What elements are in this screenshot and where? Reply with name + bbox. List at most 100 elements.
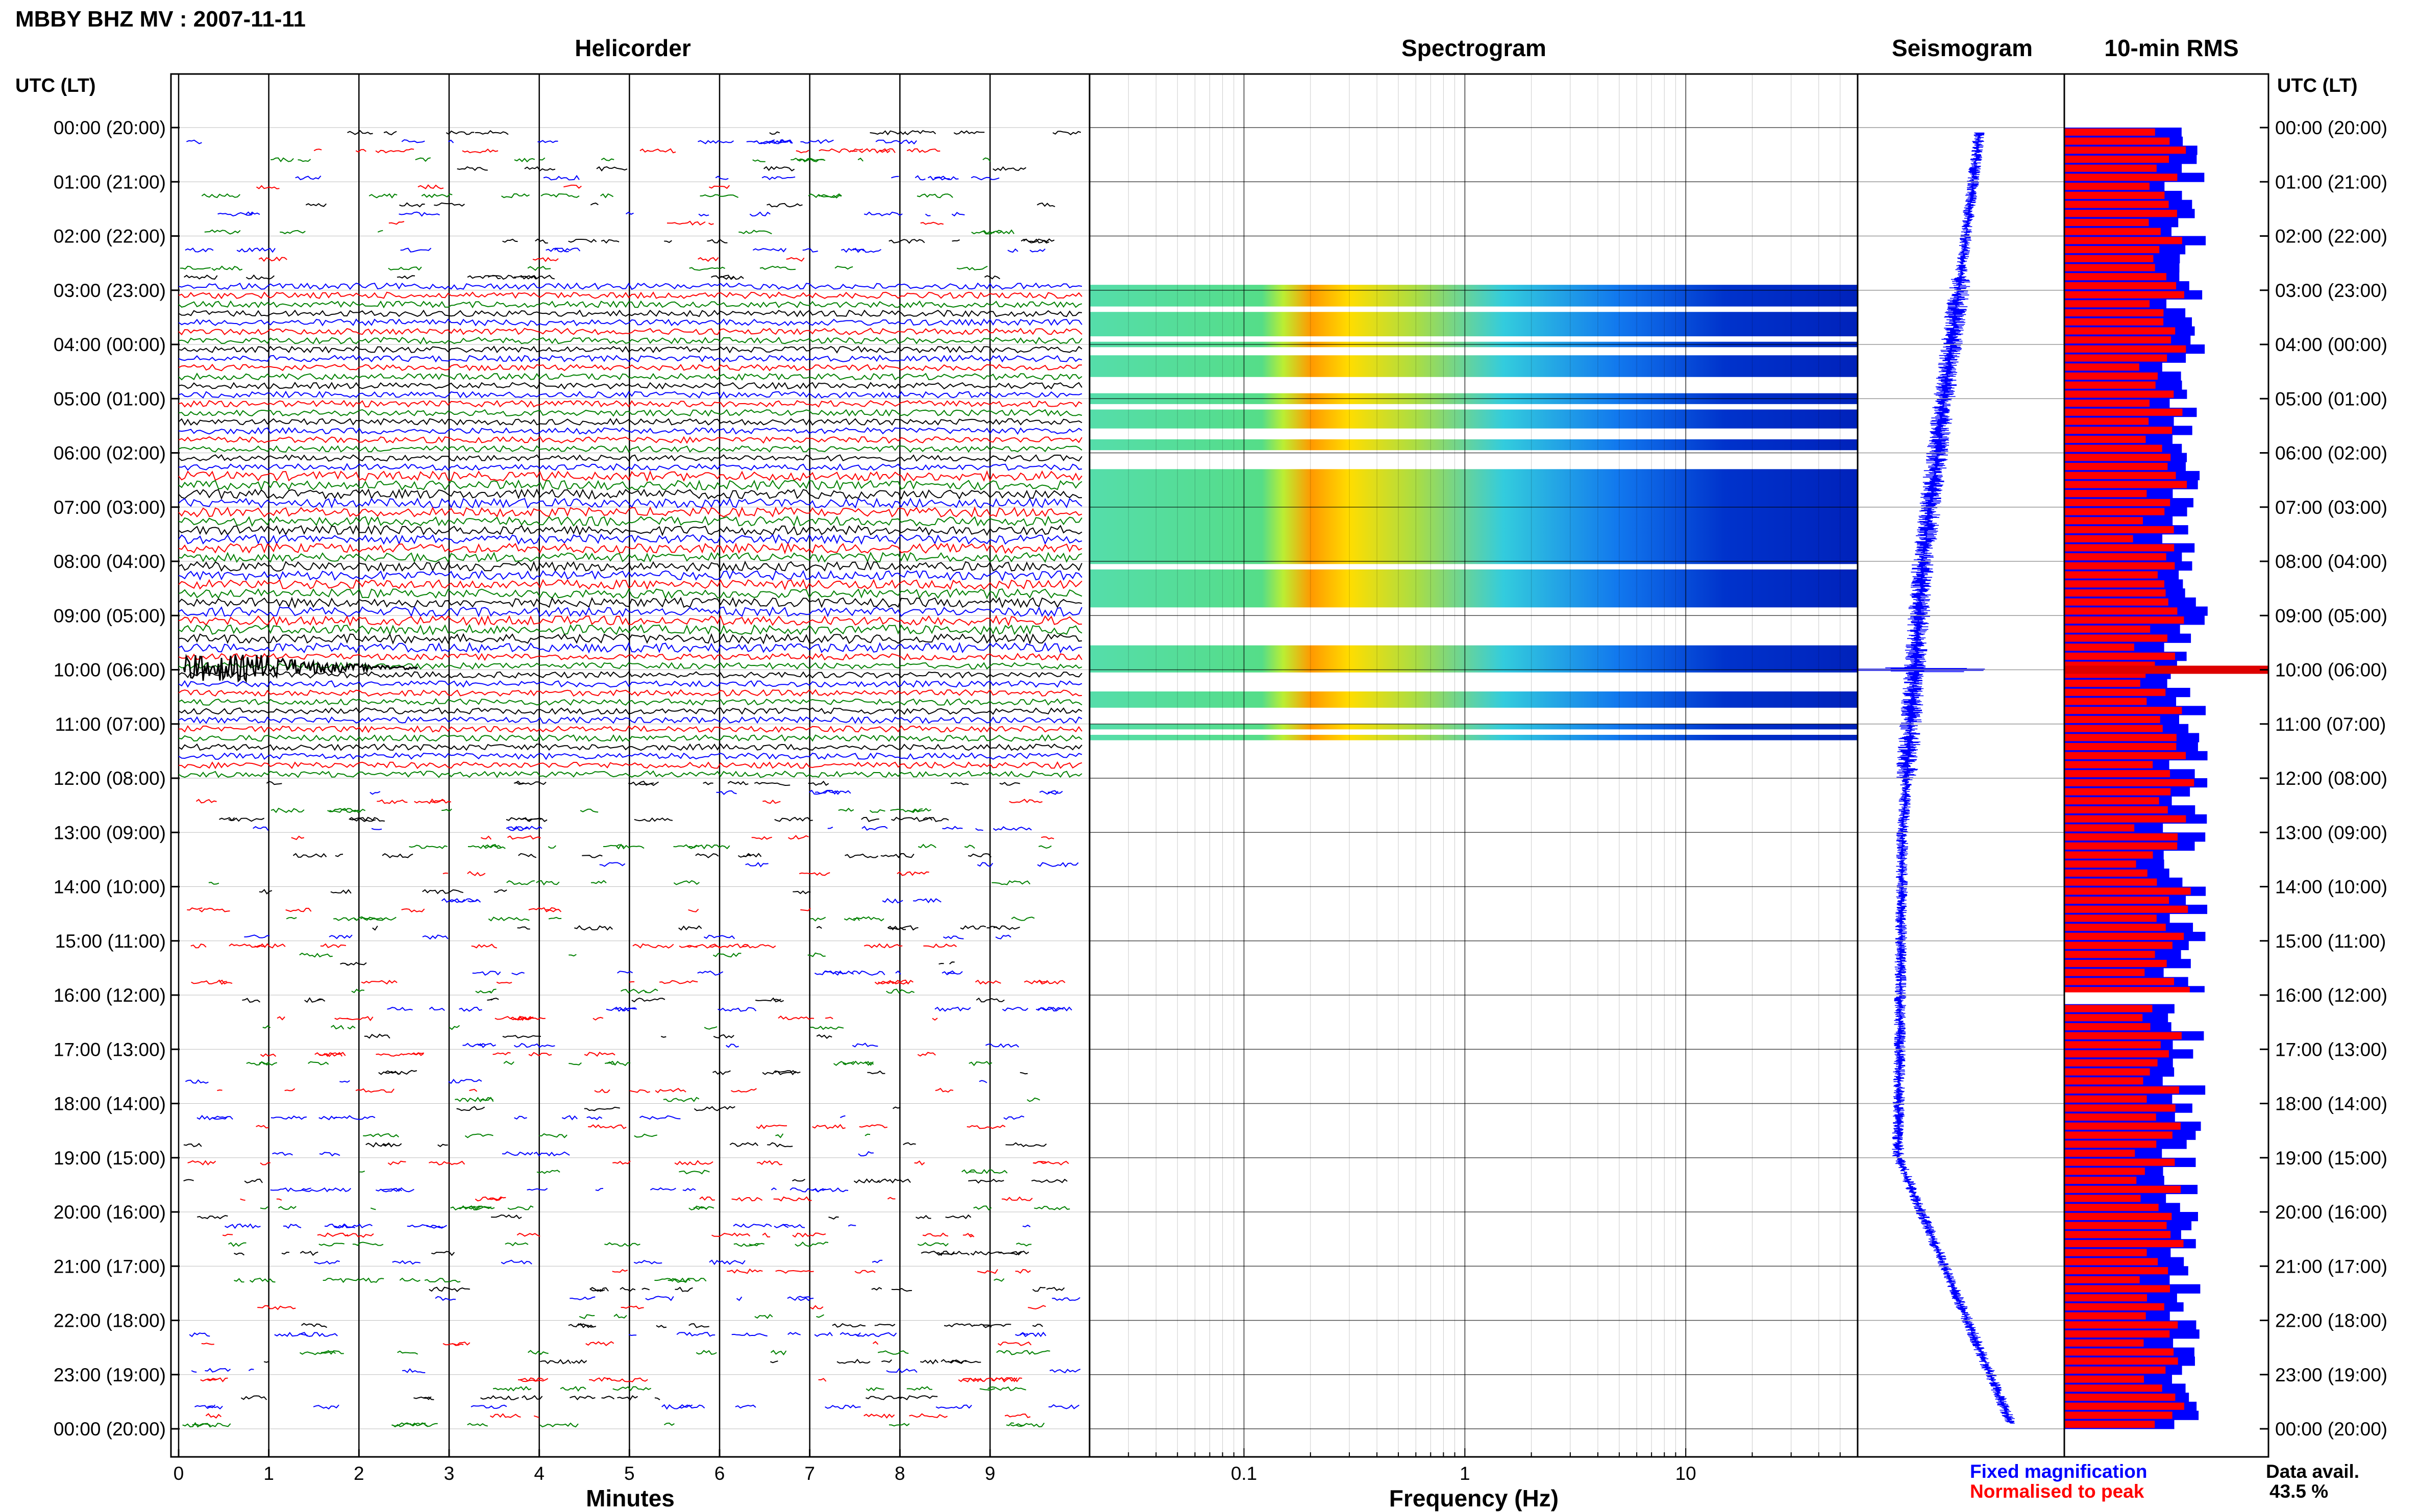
left-hour-tick-label: 00:00 (20:00)	[54, 117, 166, 138]
right-axis-label: UTC (LT)	[2277, 75, 2358, 96]
rms-bar-normalised	[2065, 1222, 2167, 1229]
helicorder-trace	[579, 1313, 824, 1319]
helicorder-trace	[178, 345, 1082, 354]
left-hour-tick-label: 10:00 (06:00)	[54, 660, 166, 681]
rms-bar-normalised	[2065, 1212, 2172, 1220]
helicorder-trace	[295, 175, 1000, 181]
helicorder-trace	[292, 853, 992, 858]
rms-bar-normalised	[2065, 363, 2139, 371]
rms-bar-normalised	[2065, 327, 2176, 335]
spectrogram-band	[1090, 409, 1857, 429]
right-hour-tick-label: 04:00 (00:00)	[2275, 334, 2387, 355]
helicorder-trace	[244, 934, 1011, 940]
rms-bar-normalised	[2065, 761, 2153, 769]
helicorder-trace	[184, 274, 1000, 280]
left-hour-tick-label: 01:00 (21:00)	[54, 171, 166, 192]
rms-bar-normalised	[2065, 1005, 2153, 1012]
rms-bar-normalised	[2065, 824, 2135, 832]
right-hour-tick-label: 21:00 (17:00)	[2275, 1256, 2387, 1277]
helicorder-event-trace	[183, 653, 418, 683]
rms-bar-normalised	[2065, 273, 2166, 281]
helicorder-trace	[441, 898, 942, 904]
rms-bar-normalised	[2065, 1348, 2174, 1356]
rms-bar-normalised	[2065, 336, 2171, 344]
helicorder-trace	[178, 444, 1082, 453]
spectrogram-band	[1090, 469, 1857, 564]
left-hour-tick-label: 21:00 (17:00)	[54, 1256, 166, 1277]
spectrogram-band	[1090, 691, 1857, 708]
rms-bar-normalised	[2065, 878, 2157, 886]
rms-bar-normalised	[2065, 1249, 2147, 1256]
helicorder-trace	[187, 907, 811, 913]
rms-bar-normalised	[2065, 508, 2165, 515]
rms-bar-normalised	[2065, 1149, 2135, 1157]
helicorder-trace	[388, 220, 944, 226]
rms-bar-normalised	[2065, 345, 2186, 353]
rms-bar-normalised	[2065, 454, 2171, 461]
rms-bar-normalised	[2065, 715, 2160, 723]
spectrogram-x-tick-label: 10	[1675, 1463, 1696, 1484]
rms-bar-normalised	[2065, 788, 2171, 796]
right-hour-tick-label: 14:00 (10:00)	[2275, 877, 2387, 898]
helicorder-trace	[429, 1286, 1065, 1292]
rms-bar-normalised	[2065, 941, 2173, 949]
rms-bars	[2065, 128, 2268, 1429]
helicorder-trace	[178, 633, 1082, 645]
helicorder-trace	[178, 479, 1082, 491]
left-hour-tick-label: 17:00 (13:00)	[54, 1039, 166, 1060]
data-avail-value: 43.5 %	[2269, 1481, 2328, 1502]
right-hour-tick-label: 01:00 (21:00)	[2275, 171, 2387, 192]
rms-bar-normalised	[2065, 742, 2177, 751]
rms-bar-normalised	[2065, 869, 2148, 877]
rms-bar-normalised	[2065, 1357, 2178, 1365]
left-hour-tick-label: 00:00 (20:00)	[54, 1419, 166, 1440]
rms-bar-normalised	[2065, 905, 2188, 913]
spectrogram-band	[1090, 312, 1857, 337]
helicorder-trace	[178, 743, 1082, 751]
helicorder-trace	[178, 463, 1082, 471]
rms-bar-normalised	[2065, 707, 2182, 714]
helicorder-trace	[178, 569, 1082, 582]
helicorder-trace	[492, 1386, 1026, 1392]
rms-bar-normalised	[2065, 1185, 2181, 1193]
rms-bar-normalised	[2065, 815, 2186, 823]
helicorder-trace	[256, 1124, 1006, 1129]
rms-bar-normalised	[2065, 309, 2164, 317]
rms-bar-normalised	[2065, 851, 2153, 859]
right-hour-tick-label: 08:00 (04:00)	[2275, 551, 2387, 572]
helicorder-trace	[234, 1250, 1029, 1256]
helicorder-trace	[178, 606, 1082, 617]
helicorder-trace	[219, 816, 949, 822]
rms-bar-normalised	[2065, 1285, 2170, 1293]
rms-bar-normalised	[2065, 969, 2145, 976]
rms-bar-normalised	[2065, 1032, 2182, 1039]
rms-bar-normalised	[2065, 643, 2134, 651]
helicorder-trace	[314, 1259, 883, 1266]
helicorder-trace	[240, 1196, 1033, 1202]
helicorder-trace	[178, 525, 1082, 536]
rms-bar-normalised	[2065, 698, 2147, 705]
rms-title: 10-min RMS	[2104, 35, 2238, 61]
rms-bar-normalised	[2065, 381, 2156, 389]
rms-bar-normalised	[2065, 544, 2175, 552]
rms-bar-normalised	[2065, 860, 2136, 868]
helicorder-trace	[201, 193, 953, 199]
rms-bar-normalised	[2065, 427, 2173, 434]
left-hour-tick-label: 07:00 (03:00)	[54, 497, 166, 518]
helicorder-x-ticks: 0 1 2 3 4 5 6 7 8 9	[174, 1449, 995, 1484]
rms-bar-normalised	[2065, 191, 2165, 199]
rms-bar-normalised	[2065, 490, 2147, 498]
rms-bar-normalised	[2065, 517, 2143, 525]
helicorder-trace	[178, 291, 1082, 300]
helicorder-trace	[217, 211, 965, 217]
helicorder-trace	[240, 1395, 938, 1401]
spectrogram-x-tick-label: 0.1	[1231, 1463, 1257, 1484]
rms-bar-normalised	[2065, 472, 2176, 479]
helicorder-trace	[190, 943, 957, 949]
rms-bar-normalised	[2065, 1330, 2170, 1338]
rms-bar-normalised	[2065, 291, 2184, 299]
helicorder-trace	[191, 1368, 1081, 1374]
helicorder-trace	[178, 641, 1082, 654]
left-hour-tick-label: 12:00 (08:00)	[54, 768, 166, 789]
rms-bar-normalised	[2065, 562, 2175, 569]
